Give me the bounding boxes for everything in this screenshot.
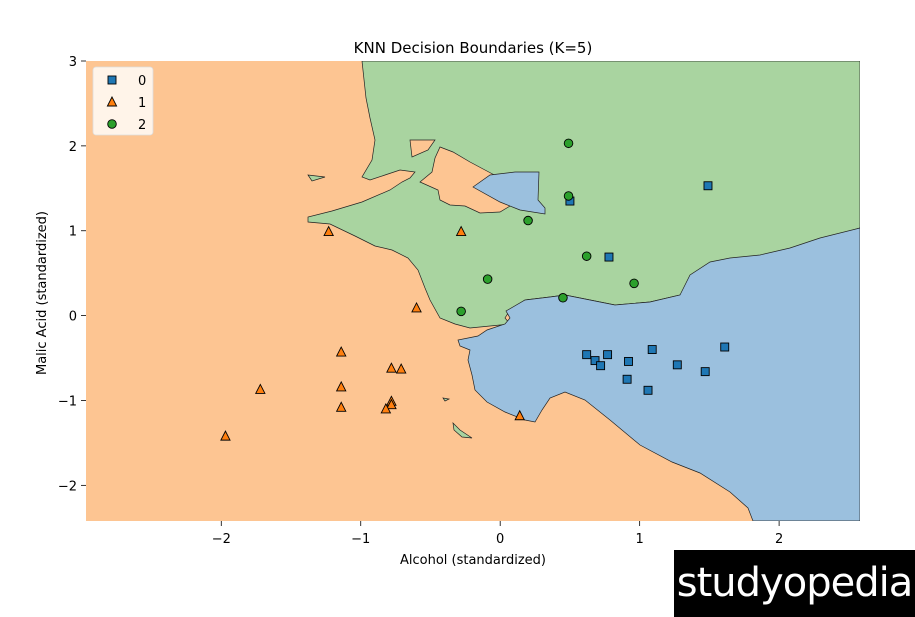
data-point-class-2 [563, 138, 574, 149]
data-point-class-1 [220, 430, 231, 441]
region-class-2-sliver [452, 422, 473, 439]
data-point-class-1 [254, 383, 266, 394]
data-point-class-2 [563, 191, 574, 201]
chart-title: KNN Decision Boundaries (K=5) [354, 39, 593, 57]
data-point-class-2 [629, 278, 639, 289]
legend-marker-class-1 [106, 96, 118, 107]
data-point-class-0 [720, 342, 730, 352]
x-tick-label: −1 [351, 532, 370, 547]
data-point-class-0 [672, 360, 682, 370]
legend: 0 1 2 [92, 66, 154, 136]
y-axis-label: Malic Acid (standardized) [35, 211, 50, 375]
data-point-class-0 [603, 350, 613, 360]
data-point-class-0 [624, 356, 633, 366]
data-points [220, 138, 730, 441]
y-tick-label: 0 [69, 310, 77, 325]
data-point-class-1 [411, 301, 422, 313]
data-point-class-0 [590, 356, 600, 366]
region-class-2-dot [442, 397, 451, 402]
legend-marker-class-0 [107, 75, 117, 85]
data-point-class-1 [514, 409, 526, 421]
legend-marker-class-2 [107, 119, 117, 129]
y-tick-label: 1 [69, 225, 77, 240]
data-point-class-0 [604, 252, 614, 262]
x-tick-label: −2 [212, 532, 231, 547]
data-point-class-0 [643, 385, 653, 395]
data-point-class-1 [386, 398, 397, 410]
data-point-class-2 [558, 293, 568, 303]
data-point-class-1 [335, 346, 347, 357]
data-point-class-2 [523, 215, 533, 226]
data-point-class-0 [622, 374, 632, 384]
data-point-class-1 [323, 225, 334, 237]
data-point-class-0 [700, 367, 710, 377]
legend-label-class-0: 0 [138, 74, 146, 89]
region-class-0 [457, 227, 860, 521]
data-point-class-0 [647, 345, 657, 355]
x-tick-label: 0 [496, 532, 504, 547]
x-tick-label: 2 [775, 532, 783, 547]
axis-ticks: −2 −1 0 1 2 −2 −1 0 1 2 3 [58, 55, 783, 547]
region-class-0-island [472, 171, 546, 215]
data-point-class-0 [582, 350, 592, 360]
decision-regions [86, 61, 860, 521]
data-point-class-1 [386, 362, 397, 373]
data-point-class-0 [596, 361, 606, 371]
data-point-class-2 [456, 306, 466, 317]
x-axis-label: Alcohol (standardized) [400, 553, 546, 568]
data-point-class-2 [581, 251, 592, 261]
data-point-class-0 [703, 181, 713, 191]
y-tick-label: −1 [58, 394, 77, 409]
y-tick-label: 2 [69, 140, 77, 155]
data-point-class-1 [380, 402, 392, 414]
region-class-2-island [307, 174, 326, 182]
data-point-class-2 [482, 274, 493, 284]
x-tick-label: 1 [636, 532, 644, 547]
studyopedia-logo: studyopedia [674, 550, 915, 617]
data-point-class-1 [395, 363, 407, 374]
y-tick-label: 3 [69, 55, 77, 70]
data-point-class-1 [455, 225, 467, 237]
legend-label-class-2: 2 [138, 118, 146, 133]
data-point-class-1 [335, 401, 347, 412]
data-point-class-1 [335, 380, 347, 392]
legend-label-class-1: 1 [138, 96, 146, 111]
y-tick-label: −2 [58, 479, 77, 494]
region-class-1-island [409, 139, 436, 158]
